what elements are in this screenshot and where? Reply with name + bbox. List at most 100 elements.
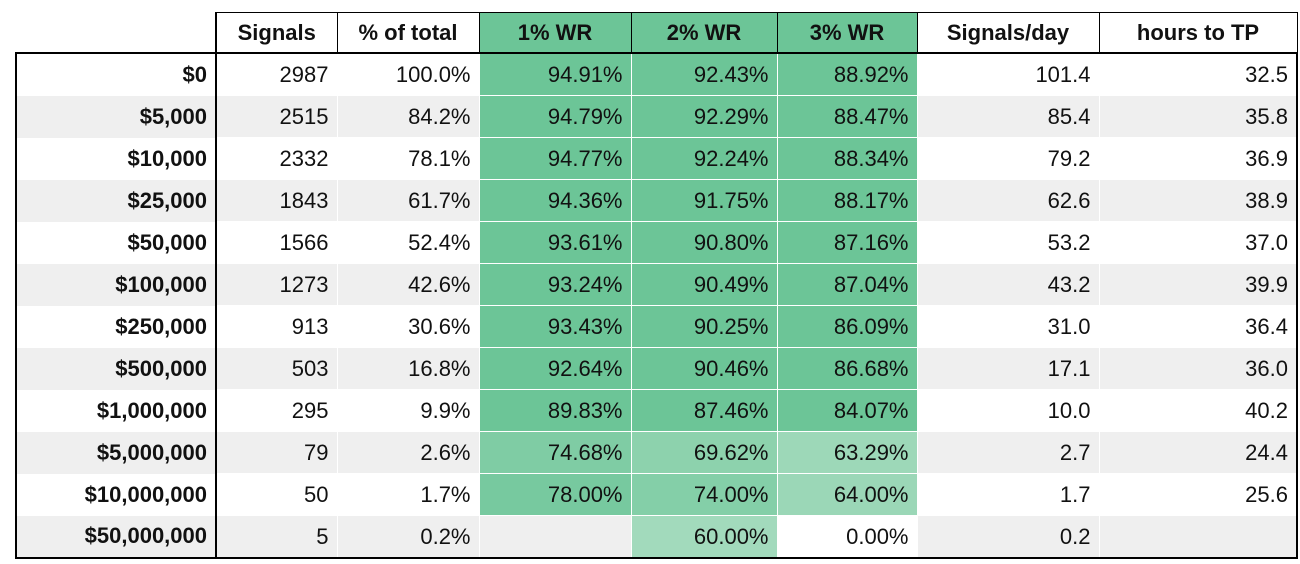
table-cell: 39.9 — [1098, 263, 1298, 306]
table-cell: 92.64% — [478, 347, 632, 390]
table-cell: 295 — [215, 389, 338, 432]
column-header: hours to TP — [1098, 12, 1298, 54]
column-header: 3% WR — [776, 12, 918, 54]
table-cell: 100.0% — [336, 52, 480, 96]
table-cell: 63.29% — [776, 431, 918, 474]
table-cell: 92.24% — [630, 137, 778, 180]
table-cell: 2.6% — [336, 431, 480, 474]
table-row: $500,000 503 16.8% 92.64% 90.46% 86.68% 17.1 36… — [15, 347, 1298, 390]
table-row: $50,000 1566 52.4% 93.61% 90.80% 87.16% 53.2 37… — [15, 221, 1298, 264]
table-cell: 92.29% — [630, 95, 778, 138]
table-cell: 87.46% — [630, 389, 778, 432]
table-cell: 2987 — [215, 52, 338, 96]
data-table: Signals% of total 1% WR 2% WR 3% WR Signals/… — [15, 12, 1298, 559]
column-header: 1% WR — [478, 12, 632, 54]
table-cell: 93.61% — [478, 221, 632, 264]
table-cell: 36.0 — [1098, 347, 1298, 390]
table-cell: 87.04% — [776, 263, 918, 306]
table-cell: 85.4 — [916, 95, 1100, 138]
table-cell: 79 — [215, 431, 338, 474]
table-cell: 0.00% — [776, 515, 918, 559]
table-cell: 10.0 — [916, 389, 1100, 432]
table-cell: 86.09% — [776, 305, 918, 348]
table-cell: 87.16% — [776, 221, 918, 264]
table-cell: 62.6 — [916, 179, 1100, 222]
table-cell: 74.00% — [630, 473, 778, 516]
table-row: $50,000,000 5 0.2% 60.00% 0.00% 0.2 — [15, 515, 1298, 559]
table-cell: 91.75% — [630, 179, 778, 222]
table-cell: 17.1 — [916, 347, 1100, 390]
table-cell: 16.8% — [336, 347, 480, 390]
column-header: Signals — [215, 12, 338, 54]
row-label: $10,000 — [15, 137, 217, 180]
row-label: $500,000 — [15, 347, 217, 390]
table-cell: 42.6% — [336, 263, 480, 306]
row-label: $250,000 — [15, 305, 217, 348]
table-cell: 2332 — [215, 137, 338, 180]
table-row: $5,000,000 79 2.6% 74.68% 69.62% 63.29% 2.7 24.… — [15, 431, 1298, 474]
table-cell: 2.7 — [916, 431, 1100, 474]
table-cell: 1566 — [215, 221, 338, 264]
table-cell: 90.49% — [630, 263, 778, 306]
table-cell: 1843 — [215, 179, 338, 222]
table-row: $10,000,000 50 1.7% 78.00% 74.00% 64.00% 1.7 25… — [15, 473, 1298, 516]
column-header: Signals/day — [916, 12, 1100, 54]
table-row: $0 2987 100.0% 94.91% 92.43% 88.92% 101.4 32.5 — [15, 52, 1298, 96]
header-row: Signals% of total 1% WR 2% WR 3% WR Signals/… — [16, 12, 1298, 54]
table-cell — [478, 515, 632, 559]
row-label: $1,000,000 — [15, 389, 217, 432]
table-cell: 64.00% — [776, 473, 918, 516]
table-row: $100,000 1273 42.6% 93.24% 90.49% 87.04% 43.2 3… — [15, 263, 1298, 306]
table-row: $5,000 2515 84.2% 94.79% 92.29% 88.47% 85.4 35.… — [15, 95, 1298, 138]
table-cell: 24.4 — [1098, 431, 1298, 474]
table-cell: 60.00% — [630, 515, 778, 559]
row-label: $5,000 — [15, 95, 217, 138]
table-cell: 38.9 — [1098, 179, 1298, 222]
table-cell: 90.25% — [630, 305, 778, 348]
table-cell: 36.4 — [1098, 305, 1298, 348]
row-label: $50,000 — [15, 221, 217, 264]
table-cell: 0.2 — [916, 515, 1100, 559]
table-cell: 94.79% — [478, 95, 632, 138]
table-cell: 88.34% — [776, 137, 918, 180]
table-cell: 2515 — [215, 95, 338, 138]
table-cell: 9.9% — [336, 389, 480, 432]
table-cell: 36.9 — [1098, 137, 1298, 180]
table-cell: 61.7% — [336, 179, 480, 222]
table-cell: 74.68% — [478, 431, 632, 474]
table-cell: 53.2 — [916, 221, 1100, 264]
table-cell: 101.4 — [916, 52, 1100, 96]
table-cell — [1098, 515, 1298, 559]
table-cell: 1.7% — [336, 473, 480, 516]
table-cell: 32.5 — [1098, 52, 1298, 96]
table-cell: 90.46% — [630, 347, 778, 390]
table-cell: 31.0 — [916, 305, 1100, 348]
table-cell: 93.24% — [478, 263, 632, 306]
table-cell: 86.68% — [776, 347, 918, 390]
row-label: $5,000,000 — [15, 431, 217, 474]
column-header: % of total — [336, 12, 480, 54]
column-header: 2% WR — [630, 12, 778, 54]
table-cell: 94.77% — [478, 137, 632, 180]
table-cell: 90.80% — [630, 221, 778, 264]
table-cell: 88.47% — [776, 95, 918, 138]
table-row: $25,000 1843 61.7% 94.36% 91.75% 88.17% 62.6 38… — [15, 179, 1298, 222]
table-cell: 88.92% — [776, 52, 918, 96]
table-cell: 913 — [215, 305, 338, 348]
table-cell: 78.1% — [336, 137, 480, 180]
table-cell: 43.2 — [916, 263, 1100, 306]
row-label: $25,000 — [15, 179, 217, 222]
table-cell: 37.0 — [1098, 221, 1298, 264]
table-cell: 84.07% — [776, 389, 918, 432]
table-cell: 94.36% — [478, 179, 632, 222]
table-cell: 92.43% — [630, 52, 778, 96]
table-cell: 78.00% — [478, 473, 632, 516]
table-cell: 84.2% — [336, 95, 480, 138]
table-cell: 40.2 — [1098, 389, 1298, 432]
table-cell: 94.91% — [478, 52, 632, 96]
table-body: $0 2987 100.0% 94.91% 92.43% 88.92% 101.4 32.5 $… — [15, 52, 1298, 559]
table-cell: 79.2 — [916, 137, 1100, 180]
table-cell: 50 — [215, 473, 338, 516]
row-label: $10,000,000 — [15, 473, 217, 516]
table-cell: 69.62% — [630, 431, 778, 474]
